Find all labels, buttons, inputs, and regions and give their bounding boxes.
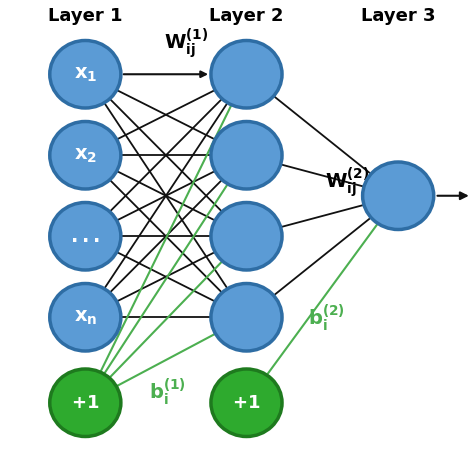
Text: $\mathbf{W_{ij}^{(1)}}$: $\mathbf{W_{ij}^{(1)}}$ <box>164 26 208 59</box>
Circle shape <box>211 202 282 270</box>
Circle shape <box>50 284 121 351</box>
Text: Layer 1: Layer 1 <box>48 7 123 25</box>
Circle shape <box>211 284 282 351</box>
Text: Layer 3: Layer 3 <box>361 7 436 25</box>
Circle shape <box>211 40 282 108</box>
Text: $\mathbf{x_n}$: $\mathbf{x_n}$ <box>73 308 97 327</box>
Circle shape <box>211 122 282 189</box>
Text: $\mathbf{b_i^{(2)}}$: $\mathbf{b_i^{(2)}}$ <box>308 302 345 333</box>
Text: Layer 2: Layer 2 <box>209 7 284 25</box>
Circle shape <box>50 40 121 108</box>
Circle shape <box>50 122 121 189</box>
Circle shape <box>363 162 434 230</box>
Text: $\mathbf{b_i^{(1)}}$: $\mathbf{b_i^{(1)}}$ <box>149 376 186 407</box>
Circle shape <box>50 202 121 270</box>
Text: $\mathbf{+1}$: $\mathbf{+1}$ <box>71 394 100 412</box>
Text: $\mathbf{W_{ij}^{(2)}}$: $\mathbf{W_{ij}^{(2)}}$ <box>325 166 369 199</box>
Text: $\mathbf{x_1}$: $\mathbf{x_1}$ <box>73 65 97 84</box>
Circle shape <box>211 369 282 436</box>
Text: $\mathbf{...}$: $\mathbf{...}$ <box>71 227 100 246</box>
Circle shape <box>50 369 121 436</box>
Text: $\mathbf{x_2}$: $\mathbf{x_2}$ <box>74 146 97 165</box>
Text: $\mathbf{+1}$: $\mathbf{+1}$ <box>232 394 261 412</box>
